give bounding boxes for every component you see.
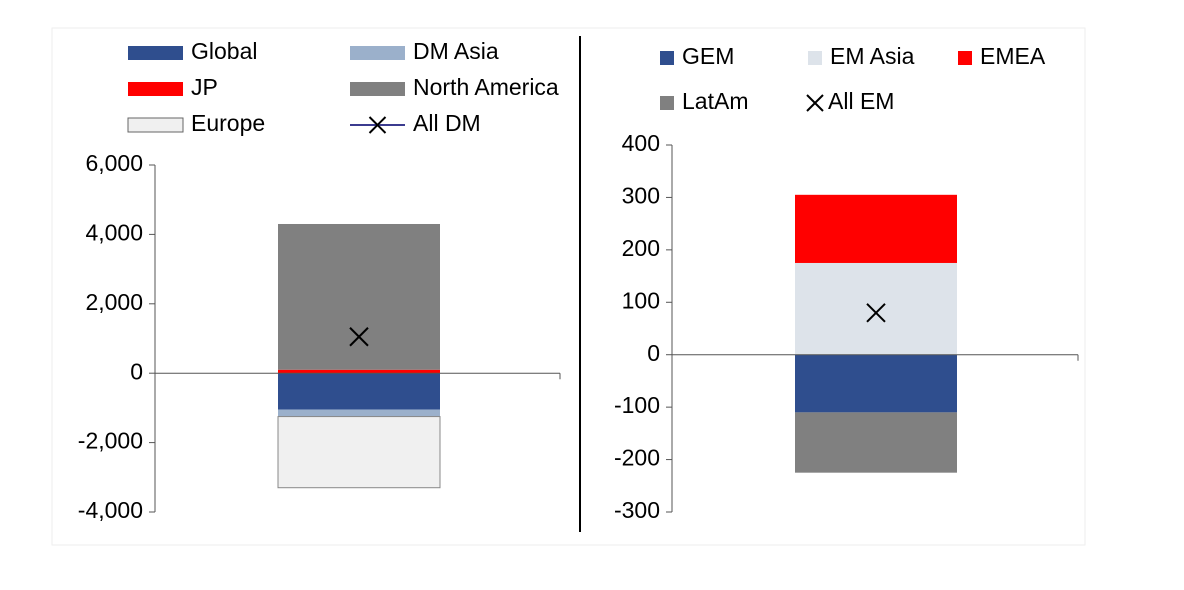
bar — [795, 412, 957, 473]
bar — [278, 373, 440, 410]
y-tick-label: -4,000 — [78, 497, 143, 523]
legend-label: JP — [191, 74, 218, 100]
legend-label: GEM — [682, 43, 734, 69]
legend-marker — [368, 116, 387, 134]
bar — [795, 354, 957, 413]
y-tick-label: 200 — [622, 235, 660, 261]
legend-label: LatAm — [682, 88, 748, 114]
y-tick-label: 300 — [622, 183, 660, 209]
legend-swatch — [808, 51, 822, 65]
y-tick-label: 100 — [622, 287, 660, 313]
y-tick-label: -100 — [614, 392, 660, 418]
legend-label: Global — [191, 38, 257, 64]
bar — [277, 416, 441, 489]
legend-swatch — [127, 117, 184, 133]
y-tick-label: 0 — [647, 340, 660, 366]
y-tick-label: 6,000 — [85, 150, 143, 176]
bar — [795, 194, 957, 263]
legend-label: EM Asia — [830, 43, 915, 69]
legend-swatch — [660, 51, 674, 65]
bar — [795, 262, 957, 355]
y-tick-label: 0 — [130, 358, 143, 384]
bar — [278, 409, 440, 417]
legend-swatch — [660, 96, 674, 110]
legend-label: North America — [413, 74, 559, 100]
marker — [349, 327, 369, 347]
bar — [278, 223, 440, 370]
legend-swatch — [128, 82, 183, 96]
legend-swatch — [350, 46, 405, 60]
legend-marker — [806, 94, 824, 112]
legend-label: Europe — [191, 110, 265, 136]
legend-swatch — [350, 82, 405, 96]
legend-swatch — [128, 46, 183, 60]
legend-label: EMEA — [980, 43, 1046, 69]
y-tick-label: -200 — [614, 445, 660, 471]
y-tick-label: -300 — [614, 497, 660, 523]
bar — [278, 369, 440, 374]
y-tick-label: 400 — [622, 130, 660, 156]
legend-label: All DM — [413, 110, 481, 136]
y-tick-label: 2,000 — [85, 289, 143, 315]
y-tick-label: -2,000 — [78, 428, 143, 454]
y-tick-label: 4,000 — [85, 219, 143, 245]
marker — [866, 303, 886, 323]
legend-label: DM Asia — [413, 38, 499, 64]
legend-label: All EM — [828, 88, 894, 114]
legend-swatch — [958, 51, 972, 65]
